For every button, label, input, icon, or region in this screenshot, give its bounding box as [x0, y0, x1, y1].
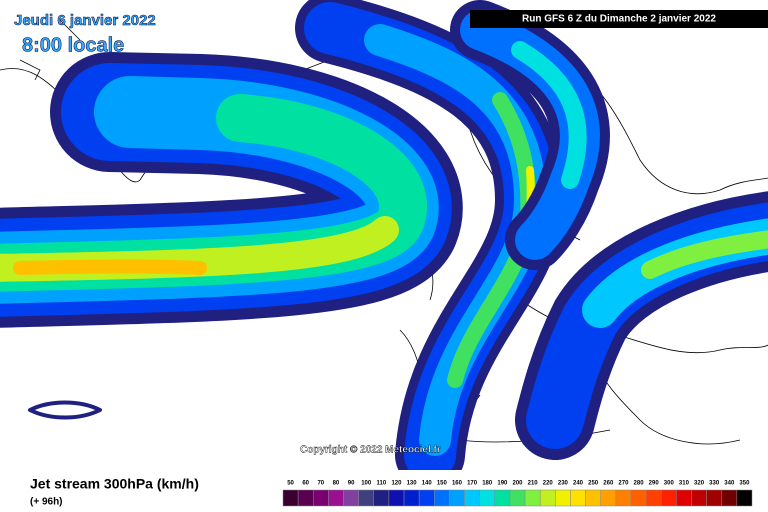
scale-swatch — [464, 489, 480, 507]
scale-label: 320 — [694, 481, 705, 487]
scale-label: 130 — [407, 481, 418, 487]
scale-swatch — [358, 489, 375, 507]
scale-label: 110 — [376, 481, 386, 487]
scale-label: 230 — [558, 481, 569, 487]
scale-label: 170 — [467, 481, 478, 487]
scale-swatch — [706, 489, 722, 507]
copyright: Copyright © 2022 Meteociel.fr — [300, 445, 441, 456]
scale-swatch — [297, 489, 314, 507]
scale-swatch — [660, 489, 677, 507]
scale-swatch — [479, 489, 496, 507]
scale-swatch — [691, 489, 707, 507]
scale-label: 50 — [287, 481, 294, 487]
scale-label: 280 — [634, 481, 645, 487]
scale-swatch — [418, 489, 435, 507]
scale-swatch — [282, 489, 299, 507]
scale-label: 260 — [603, 481, 614, 487]
scale-label: 330 — [709, 481, 720, 487]
run-banner — [470, 10, 768, 28]
scale-label: 270 — [618, 481, 629, 487]
scale-swatch — [676, 489, 692, 507]
scale-swatch — [555, 489, 571, 507]
jet-atlantic — [0, 52, 463, 328]
scale-swatch — [585, 489, 601, 507]
scale-label: 90 — [348, 481, 355, 487]
scale-label: 310 — [679, 481, 690, 487]
scale-label: 250 — [588, 481, 599, 487]
map: Run GFS 6 Z du Dimanche 2 janvier 2022 J… — [0, 0, 768, 490]
scale-swatch — [328, 489, 344, 507]
scale-label: 60 — [302, 481, 309, 487]
scale-label: 350 — [739, 481, 750, 487]
scale-swatch — [434, 489, 450, 507]
scale-swatch — [570, 489, 586, 507]
scale-label: 240 — [573, 481, 584, 487]
scale-label: 290 — [649, 481, 660, 487]
forecast-date: Jeudi 6 janvier 2022 — [14, 12, 156, 29]
scale-label: 200 — [512, 481, 523, 487]
scale-swatch — [403, 489, 420, 507]
scale-swatch — [600, 489, 617, 507]
color-scale: 50 60 70 80 90 100 110 120 130 140 150 160 170 180 190… — [282, 481, 753, 507]
scale-swatch — [509, 489, 526, 507]
legend-title: Jet stream 300hPa (km/h) — [30, 476, 199, 492]
scale-label: 160 — [452, 481, 463, 487]
jet-scandinavia — [450, 0, 610, 270]
forecast-time: 8:00 locale — [22, 34, 124, 56]
scale-swatch — [388, 489, 405, 507]
scale-swatch — [630, 489, 647, 507]
scale-swatch — [645, 489, 662, 507]
scale-swatch — [539, 489, 556, 507]
scale-label: 180 — [482, 481, 493, 487]
scale-label: 190 — [497, 481, 508, 487]
scale-swatch — [494, 489, 511, 507]
scale-label: 150 — [437, 481, 448, 487]
scale-swatch — [373, 489, 390, 507]
scale-swatch — [736, 489, 753, 507]
scale-label: 140 — [422, 481, 433, 487]
scale-label: 100 — [361, 481, 372, 487]
scale-label: 340 — [724, 481, 735, 487]
scale-swatch — [449, 489, 465, 507]
scale-label: 210 — [528, 481, 539, 487]
scale-label: 300 — [664, 481, 675, 487]
jet-mediterranean — [515, 191, 768, 460]
jet-patch — [28, 400, 102, 420]
scale-swatch — [313, 489, 329, 507]
lead-time: (+ 96h) — [30, 497, 63, 508]
scale-label: 120 — [391, 481, 402, 487]
scale-label: 70 — [317, 481, 324, 487]
run-info: Run GFS 6 Z du Dimanche 2 janvier 2022 — [522, 14, 716, 25]
scale-swatch — [721, 489, 738, 507]
scale-swatch — [615, 489, 632, 507]
jet-stream-bands — [0, 0, 768, 490]
scale-label: 220 — [543, 481, 554, 487]
scale-swatch — [524, 489, 541, 507]
scale-swatch — [343, 489, 359, 507]
scale-label: 80 — [333, 481, 340, 487]
